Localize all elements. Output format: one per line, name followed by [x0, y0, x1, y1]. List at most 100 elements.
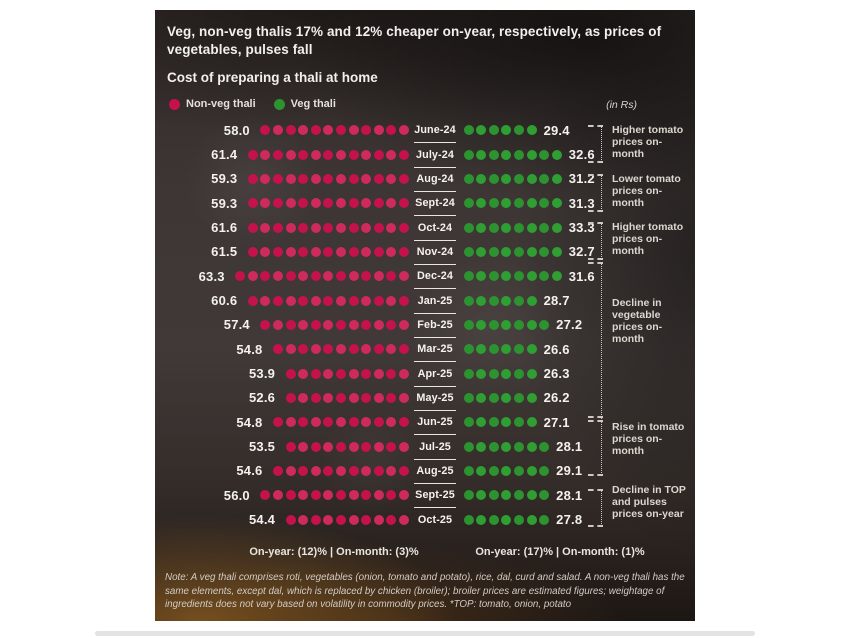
veg-bar: 31.2	[461, 171, 595, 186]
green-dot-icon	[463, 271, 474, 282]
green-dot-icon	[526, 198, 537, 209]
nonveg-value: 59.3	[211, 195, 238, 211]
red-dot-icon	[336, 271, 347, 282]
red-dot-icon	[260, 246, 271, 257]
red-dot-icon	[298, 392, 309, 403]
red-dot-icon	[348, 319, 359, 330]
nonveg-bar: 52.6	[163, 390, 409, 405]
red-dot-icon	[298, 465, 309, 476]
red-dot-icon	[361, 319, 372, 330]
red-dot-icon	[323, 198, 334, 209]
red-dot-icon	[260, 198, 271, 209]
red-dot-icon	[399, 222, 409, 233]
green-dot-icon	[476, 441, 487, 452]
green-dot-icon	[488, 514, 499, 525]
red-dot-icon	[336, 490, 347, 501]
red-dot-icon	[348, 222, 359, 233]
annotations-layer: Higher tomato prices on-month Lower tomat…	[588, 10, 692, 621]
nonveg-value: 52.6	[248, 390, 276, 406]
green-dot-icon	[526, 173, 537, 184]
red-dot-icon	[399, 490, 409, 501]
red-dot-icon	[348, 514, 359, 525]
red-dot-icon	[373, 173, 384, 184]
green-dot-icon	[476, 295, 487, 306]
red-dot-icon	[298, 441, 309, 452]
veg-bar: 28.7	[461, 293, 570, 308]
nonveg-dots	[245, 149, 409, 160]
green-dot-icon	[488, 319, 499, 330]
annotation-text: Decline in vegetable prices on-month	[612, 297, 663, 345]
red-dot-icon	[273, 222, 284, 233]
green-dot-icon	[463, 319, 474, 330]
green-dot-icon	[476, 514, 487, 525]
nonveg-value: 59.3	[211, 171, 238, 187]
green-dot-icon	[539, 514, 550, 525]
red-dot-icon	[273, 344, 284, 355]
green-dot-icon	[463, 392, 474, 403]
green-dot-icon	[539, 465, 550, 476]
green-dot-icon	[476, 417, 487, 428]
green-dot-icon	[526, 125, 537, 136]
nonveg-bar: 54.8	[163, 342, 409, 357]
green-dot-icon	[501, 514, 512, 525]
nonveg-bar: 58.0	[163, 123, 409, 138]
nonveg-change-summary: On-year: (12)% | On-month: (3)%	[249, 546, 419, 558]
green-dot-icon	[526, 417, 537, 428]
green-dot-icon	[513, 125, 524, 136]
table-row: 59.3 Sept-24 31.3	[163, 191, 687, 217]
nonveg-bar: 63.3	[163, 269, 409, 284]
red-dot-icon	[298, 246, 309, 257]
green-dot-icon	[476, 246, 487, 257]
legend-item-veg: Veg thali	[273, 98, 336, 110]
nonveg-dots	[233, 271, 409, 282]
red-dot-icon	[386, 490, 397, 501]
nonveg-dots	[283, 368, 409, 379]
green-dot-icon	[513, 319, 524, 330]
veg-value: 29.4	[543, 122, 570, 138]
red-dot-icon	[323, 149, 334, 160]
red-dot-icon	[361, 271, 372, 282]
month-label: June-24	[409, 124, 461, 144]
nonveg-dots	[270, 417, 409, 428]
red-dot-icon	[285, 490, 296, 501]
red-dot-icon	[323, 173, 334, 184]
red-dot-icon	[348, 173, 359, 184]
month-underline	[414, 507, 456, 509]
annotation-text: Rise in tomato prices on-month	[612, 421, 685, 457]
red-dot-icon	[310, 319, 321, 330]
annotation-tick-top	[588, 489, 603, 491]
veg-value: 31.3	[568, 195, 595, 211]
green-dot-icon	[476, 368, 487, 379]
green-dot-icon	[501, 149, 512, 160]
green-dot-icon	[501, 198, 512, 209]
veg-bar: 31.6	[461, 269, 595, 284]
red-dot-icon	[298, 368, 309, 379]
veg-bar: 26.6	[461, 342, 570, 357]
red-dot-icon	[361, 490, 372, 501]
veg-value: 32.6	[568, 147, 595, 163]
green-dot-icon	[539, 246, 550, 257]
veg-value: 26.2	[543, 390, 570, 406]
veg-value: 26.6	[543, 341, 570, 357]
red-dot-icon	[373, 441, 384, 452]
green-dot-icon	[476, 222, 487, 233]
green-dot-icon	[476, 125, 487, 136]
green-dot-icon	[463, 514, 474, 525]
legend-item-nonveg: Non-veg thali	[169, 98, 256, 110]
green-dot-icon	[513, 344, 524, 355]
green-dot-icon	[476, 392, 487, 403]
nonveg-value: 61.4	[211, 147, 238, 163]
veg-value: 27.8	[556, 512, 583, 528]
nonveg-dots	[283, 441, 409, 452]
red-dot-icon	[285, 344, 296, 355]
red-dot-icon	[361, 368, 372, 379]
red-dot-icon	[298, 490, 309, 501]
red-dot-icon	[399, 246, 409, 257]
red-dot-icon	[285, 441, 296, 452]
red-dot-icon	[373, 198, 384, 209]
veg-value: 27.1	[543, 414, 570, 430]
red-dot-icon	[323, 222, 334, 233]
veg-bar: 32.7	[461, 244, 595, 259]
red-dot-icon	[247, 295, 258, 306]
green-dot-icon	[488, 271, 499, 282]
